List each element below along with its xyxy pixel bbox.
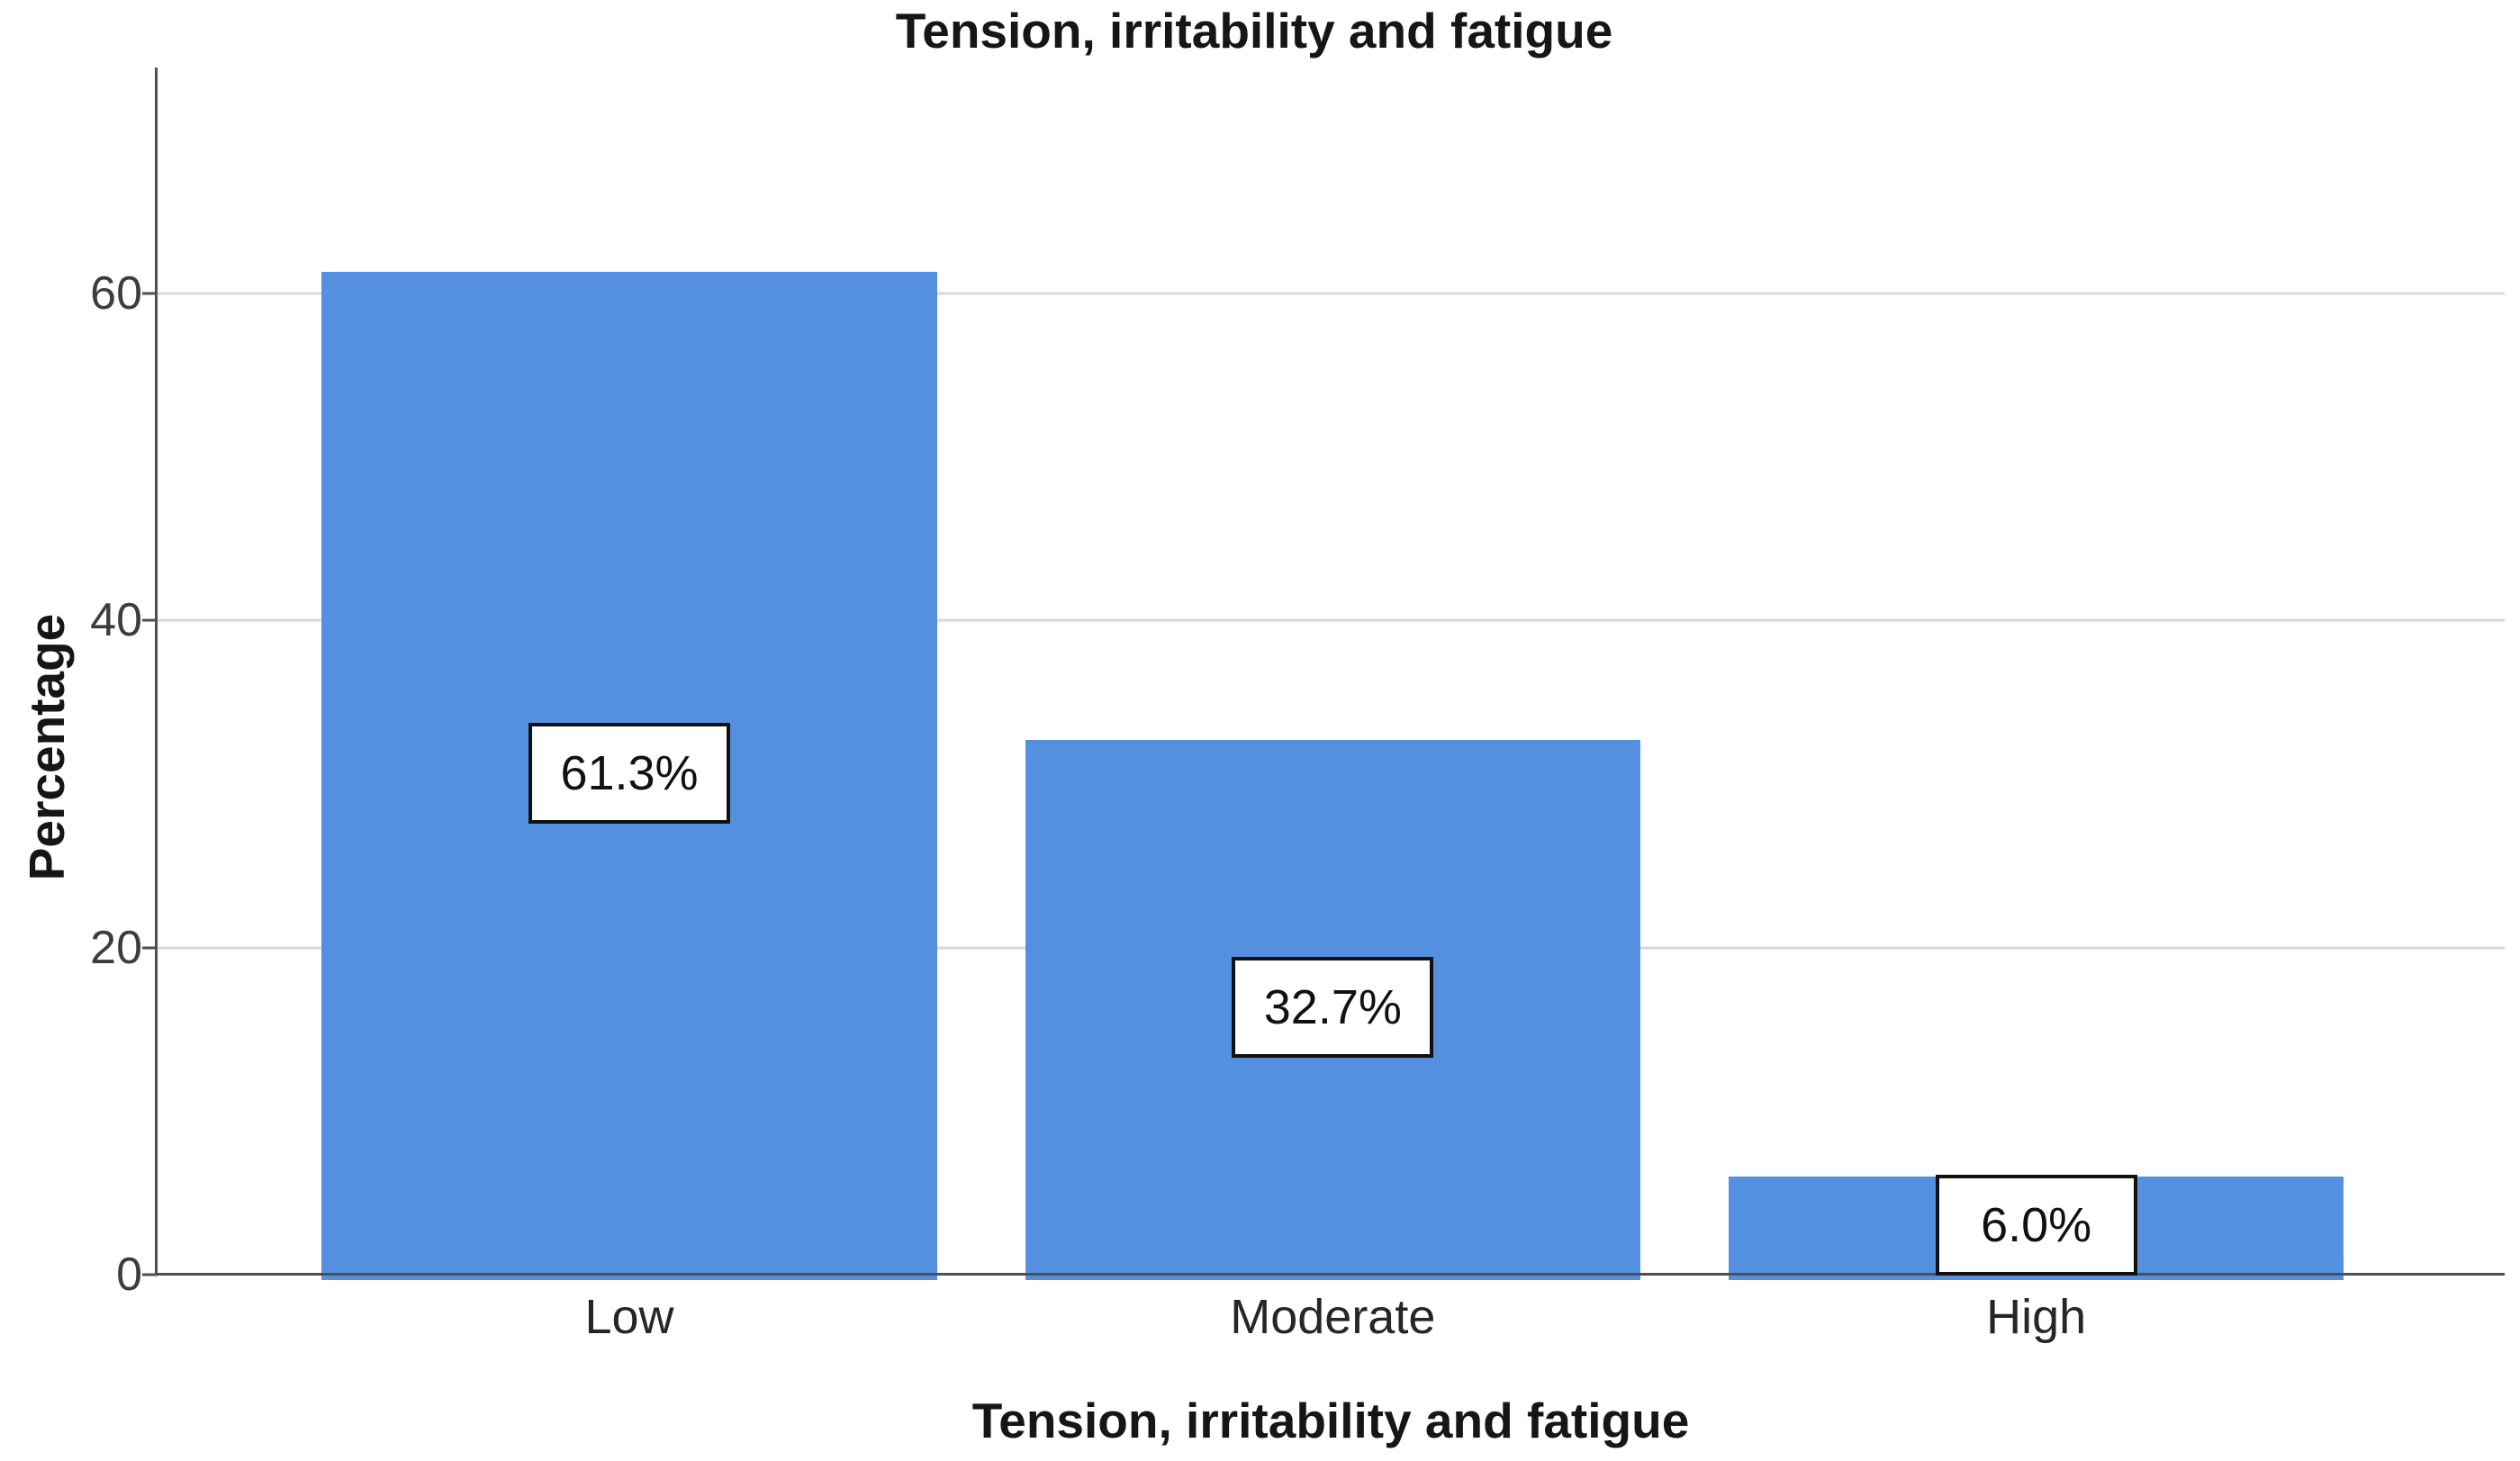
gridline-60 (158, 292, 2505, 295)
value-label-low: 61.3% (528, 723, 730, 825)
y-tick-label-0: 0 (116, 1249, 142, 1301)
value-label-moderate: 32.7% (1232, 956, 1434, 1058)
x-category-label-low: Low (584, 1290, 674, 1344)
y-axis-title: Percentage (19, 613, 75, 881)
y-tick-label-20: 20 (90, 921, 142, 974)
y-tick-mark-40 (142, 618, 158, 622)
x-axis-line (155, 1273, 2505, 1276)
y-axis-line (155, 68, 158, 1275)
x-category-label-high: High (1986, 1290, 2087, 1344)
gridline-40 (158, 618, 2505, 622)
value-label-high: 6.0% (1935, 1175, 2137, 1276)
y-tick-label-60: 60 (90, 266, 142, 320)
y-tick-label-40: 40 (90, 594, 142, 647)
y-tick-mark-20 (142, 946, 158, 950)
x-axis-title: Tension, irritability and fatigue (971, 1393, 1690, 1448)
y-tick-mark-60 (142, 292, 158, 295)
plot-area: 61.3% 32.7% 6.0% (155, 68, 2505, 1280)
x-category-label-moderate: Moderate (1230, 1290, 1436, 1344)
chart-title: Tension, irritability and fatigue (895, 3, 1613, 59)
y-tick-mark-0 (142, 1273, 158, 1276)
